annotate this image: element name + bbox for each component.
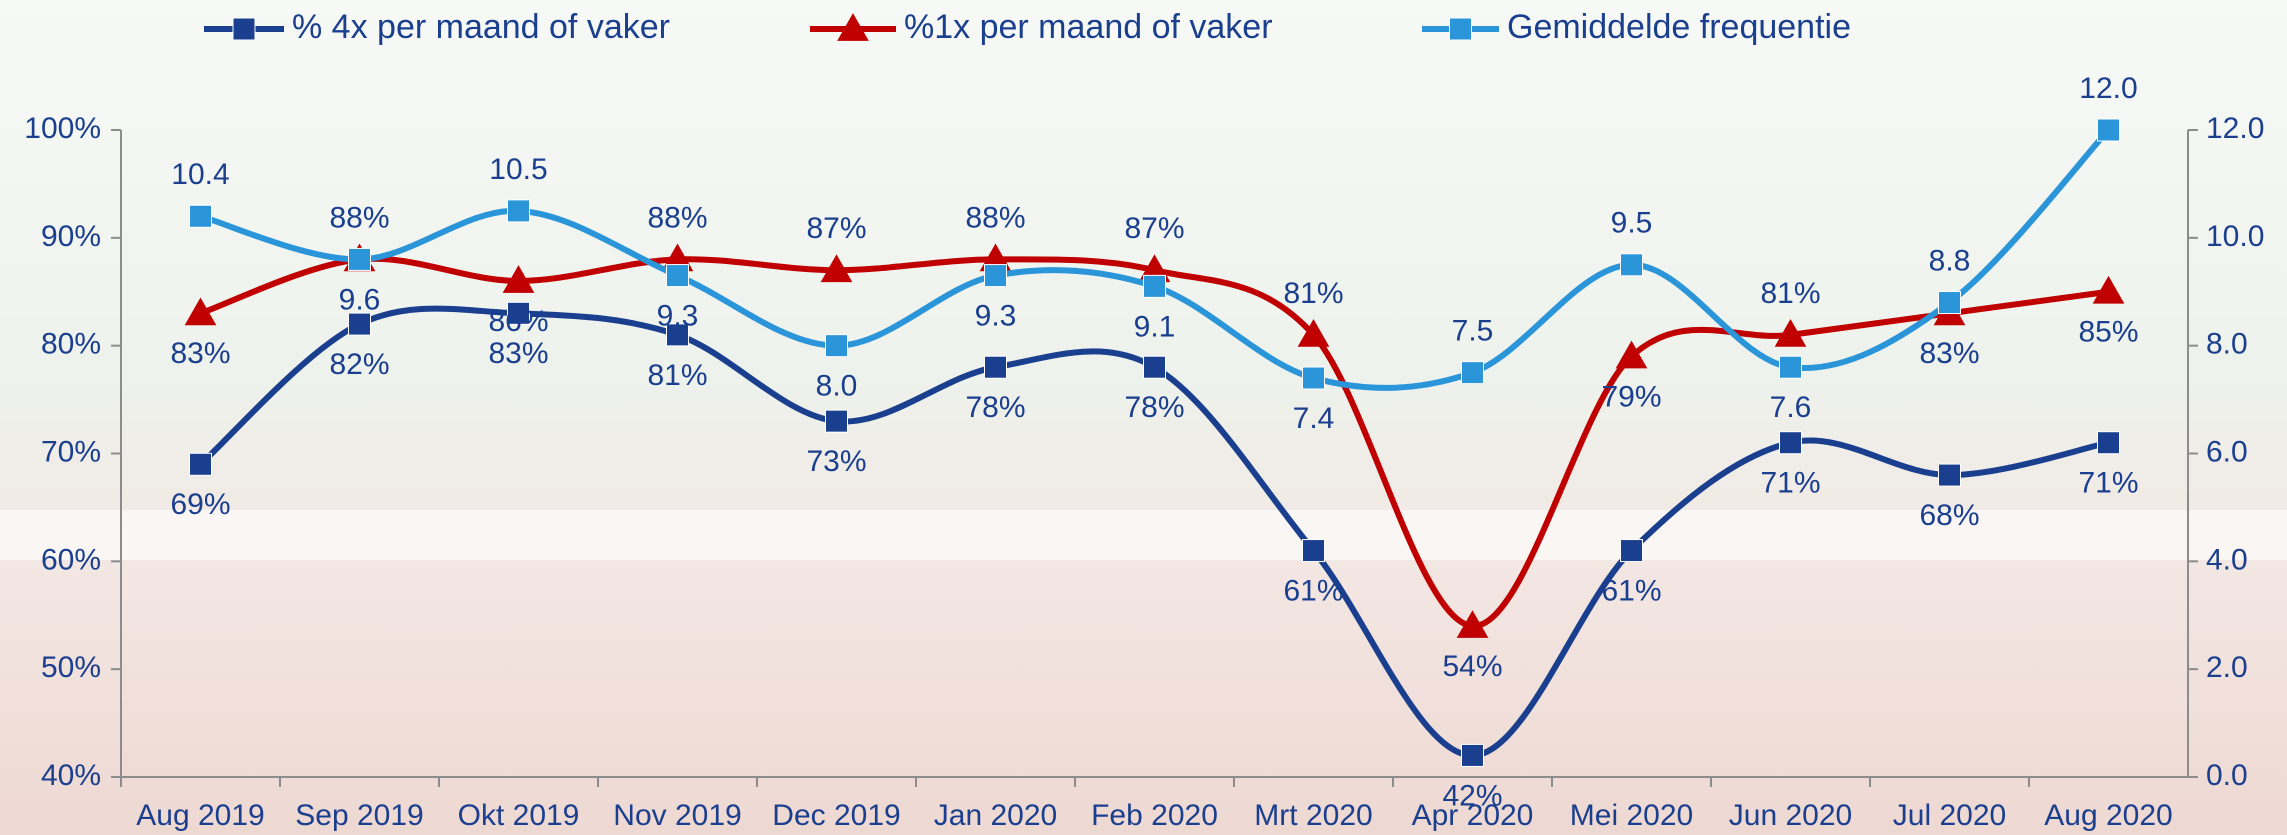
x-tick-label: Mei 2020 — [1570, 799, 1693, 832]
legend-marker — [1450, 18, 1472, 40]
data-label: 7.6 — [1770, 391, 1812, 424]
y-tick-label: 100% — [24, 112, 101, 145]
data-label: 69% — [170, 488, 230, 521]
data-label: 9.6 — [339, 283, 381, 316]
data-label: 71% — [1760, 467, 1820, 500]
marker — [1303, 367, 1325, 389]
legend-label: Gemiddelde frequentie — [1507, 8, 1851, 46]
chart: 40% 50% 60% 70% 80% 90% 100% 0.0 2.0 4.0 6.0 8.0 10.… — [0, 0, 2287, 835]
x-tick-label: Aug 2020 — [2044, 799, 2172, 832]
data-label: 87% — [806, 212, 866, 245]
x-tick-label: Jul 2020 — [1893, 799, 2006, 832]
x-tick-label: Aug 2019 — [136, 799, 264, 832]
data-label: 83% — [488, 337, 548, 370]
y2-tick-label: 4.0 — [2206, 543, 2248, 576]
marker — [1144, 275, 1166, 297]
y2-tick-label: 8.0 — [2206, 328, 2248, 361]
data-label: 68% — [1919, 499, 1979, 532]
data-label: 88% — [647, 201, 707, 234]
data-label: 83% — [170, 337, 230, 370]
marker — [1939, 464, 1961, 486]
data-label: 42% — [1442, 779, 1502, 812]
data-label: 81% — [1283, 277, 1343, 310]
y-tick-label: 90% — [41, 220, 101, 253]
y-tick-label: 60% — [41, 543, 101, 576]
page: 40% 50% 60% 70% 80% 90% 100% 0.0 2.0 4.0 6.0 8.0 10.… — [0, 0, 2287, 835]
marker — [1621, 254, 1643, 276]
data-label: 10.5 — [489, 153, 547, 186]
data-label: 9.1 — [1134, 310, 1176, 343]
y-tick-label: 40% — [41, 759, 101, 792]
legend-label: %1x per maand of vaker — [904, 8, 1273, 46]
data-label: 9.3 — [657, 299, 699, 332]
data-label: 12.0 — [2079, 72, 2137, 105]
marker — [1621, 540, 1643, 562]
data-label: 9.3 — [975, 299, 1017, 332]
marker — [826, 335, 848, 357]
data-label: 9.5 — [1611, 207, 1653, 240]
marker — [2098, 119, 2120, 141]
y2-tick-label: 2.0 — [2206, 651, 2248, 684]
marker — [826, 410, 848, 432]
marker — [985, 356, 1007, 378]
marker — [667, 265, 689, 287]
x-tick-label: Nov 2019 — [613, 799, 741, 832]
y2-tick-label: 10.0 — [2206, 220, 2264, 253]
y-tick-label: 50% — [41, 651, 101, 684]
x-tick-label: Okt 2019 — [458, 799, 580, 832]
x-tick-label: Feb 2020 — [1091, 799, 1218, 832]
data-label: 83% — [1919, 337, 1979, 370]
data-label: 79% — [1601, 380, 1661, 413]
data-label: 88% — [329, 201, 389, 234]
y-tick-label: 70% — [41, 435, 101, 468]
marker — [1780, 356, 1802, 378]
marker — [349, 248, 371, 270]
marker — [1462, 744, 1484, 766]
y2-tick-label: 12.0 — [2206, 112, 2264, 145]
x-tick-label: Dec 2019 — [772, 799, 900, 832]
x-tick-label: Sep 2019 — [295, 799, 423, 832]
x-tick-label: Jun 2020 — [1729, 799, 1852, 832]
data-label: 82% — [329, 348, 389, 381]
marker — [1780, 432, 1802, 454]
y2-tick-label: 6.0 — [2206, 435, 2248, 468]
data-label: 61% — [1283, 574, 1343, 607]
data-label: 71% — [2078, 467, 2138, 500]
data-label: 8.0 — [816, 370, 858, 403]
y-tick-label: 80% — [41, 328, 101, 361]
marker — [190, 205, 212, 227]
x-tick-label: Jan 2020 — [934, 799, 1057, 832]
data-label: 10.4 — [171, 158, 229, 191]
marker — [1939, 292, 1961, 314]
marker — [1303, 540, 1325, 562]
marker — [1462, 362, 1484, 384]
marker — [508, 200, 530, 222]
marker — [349, 313, 371, 335]
marker — [2098, 432, 2120, 454]
x-tick-label: Mrt 2020 — [1254, 799, 1372, 832]
legend-marker — [233, 18, 255, 40]
data-label: 78% — [965, 391, 1025, 424]
y2-tick-label: 0.0 — [2206, 759, 2248, 792]
data-label: 61% — [1601, 574, 1661, 607]
data-label: 88% — [965, 201, 1025, 234]
data-label: 7.5 — [1452, 315, 1494, 348]
data-label: 73% — [806, 445, 866, 478]
marker — [985, 265, 1007, 287]
data-label: 8.8 — [1929, 244, 1971, 277]
legend-label: % 4x per maand of vaker — [292, 8, 670, 46]
data-label: 81% — [647, 359, 707, 392]
data-label: 54% — [1442, 650, 1502, 683]
data-label: 87% — [1124, 212, 1184, 245]
data-label: 85% — [2078, 316, 2138, 349]
data-label: 78% — [1124, 391, 1184, 424]
data-label: 86% — [488, 305, 548, 338]
marker — [190, 453, 212, 475]
data-label: 81% — [1760, 277, 1820, 310]
marker — [1144, 356, 1166, 378]
data-label: 7.4 — [1293, 402, 1335, 435]
